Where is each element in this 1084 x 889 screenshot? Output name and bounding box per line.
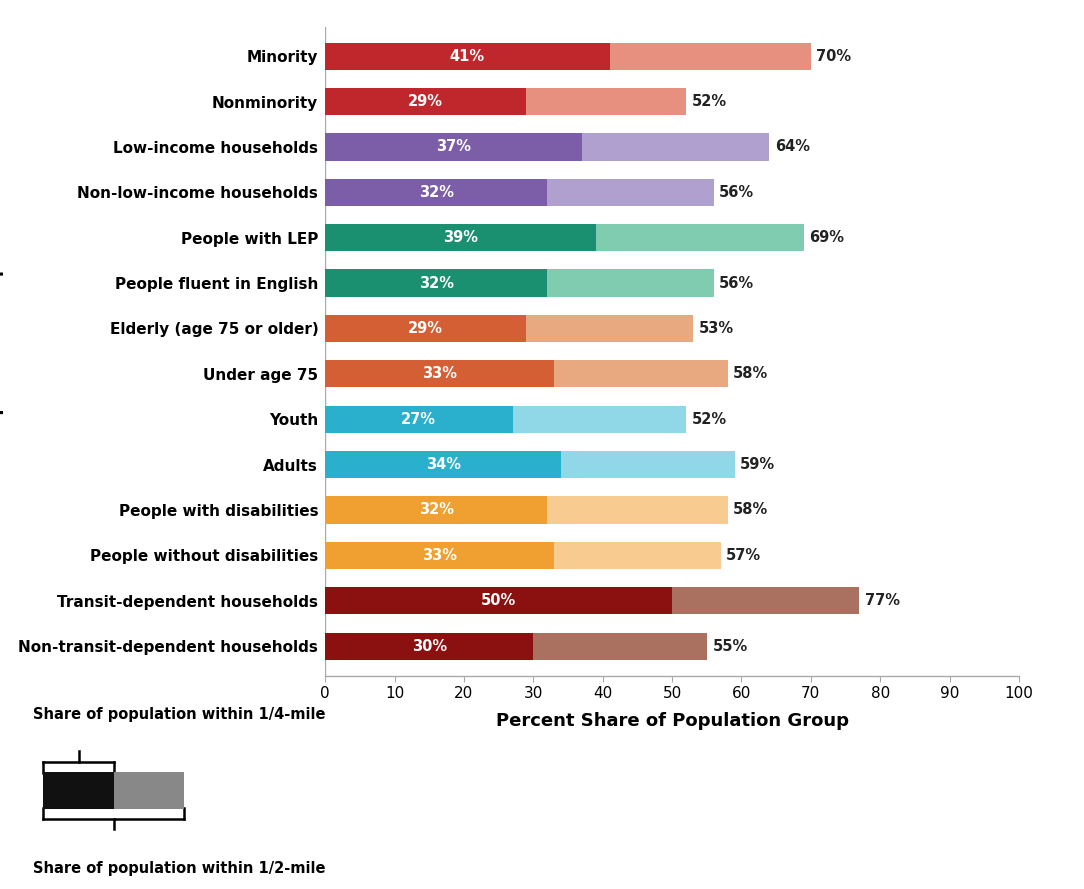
Bar [325, 496, 547, 524]
Text: 52%: 52% [692, 412, 726, 427]
Text: Share of population within 1/2-mile: Share of population within 1/2-mile [33, 861, 325, 876]
Bar [325, 88, 686, 116]
Text: 37%: 37% [436, 140, 472, 155]
Bar [325, 133, 770, 161]
Bar [325, 405, 686, 433]
Text: 41%: 41% [450, 49, 485, 64]
Bar [325, 224, 596, 252]
Text: 33%: 33% [422, 366, 457, 381]
Text: 77%: 77% [865, 593, 900, 608]
Text: 69%: 69% [810, 230, 844, 245]
Bar [325, 451, 562, 478]
Text: 34%: 34% [426, 457, 461, 472]
Text: 52%: 52% [692, 94, 726, 109]
Text: 27%: 27% [401, 412, 437, 427]
Bar [325, 633, 707, 660]
Bar [325, 179, 547, 206]
Text: 56%: 56% [720, 276, 754, 291]
Bar [325, 43, 609, 69]
Bar [325, 496, 727, 524]
Bar [325, 315, 527, 342]
Y-axis label: Population Group: Population Group [0, 263, 4, 439]
Text: 56%: 56% [720, 185, 754, 200]
Text: Share of population within 1/4-mile: Share of population within 1/4-mile [33, 707, 325, 722]
Text: 58%: 58% [733, 502, 769, 517]
Bar [325, 541, 554, 569]
X-axis label: Percent Share of Population Group: Percent Share of Population Group [495, 712, 849, 730]
Bar [325, 405, 513, 433]
Bar [325, 43, 811, 69]
Text: 32%: 32% [418, 276, 454, 291]
Text: 59%: 59% [740, 457, 775, 472]
Text: 30%: 30% [412, 638, 447, 653]
Text: 39%: 39% [443, 230, 478, 245]
Text: 70%: 70% [816, 49, 852, 64]
Text: 57%: 57% [726, 548, 761, 563]
Bar [325, 360, 727, 388]
Text: 58%: 58% [733, 366, 769, 381]
Bar [325, 541, 721, 569]
Text: 32%: 32% [418, 185, 454, 200]
Text: 64%: 64% [775, 140, 810, 155]
Bar [325, 88, 527, 116]
Bar [325, 224, 804, 252]
Text: 29%: 29% [409, 94, 443, 109]
Bar [325, 269, 547, 297]
Bar [325, 360, 554, 388]
Text: 33%: 33% [422, 548, 457, 563]
Text: 55%: 55% [712, 638, 748, 653]
Bar [325, 315, 693, 342]
Text: 53%: 53% [698, 321, 734, 336]
Bar [325, 269, 713, 297]
Bar [325, 179, 713, 206]
Bar [325, 133, 582, 161]
Bar [325, 451, 735, 478]
Bar [325, 587, 672, 614]
Text: 32%: 32% [418, 502, 454, 517]
Text: 29%: 29% [409, 321, 443, 336]
Text: 50%: 50% [481, 593, 516, 608]
Bar [325, 587, 860, 614]
Bar [325, 633, 533, 660]
